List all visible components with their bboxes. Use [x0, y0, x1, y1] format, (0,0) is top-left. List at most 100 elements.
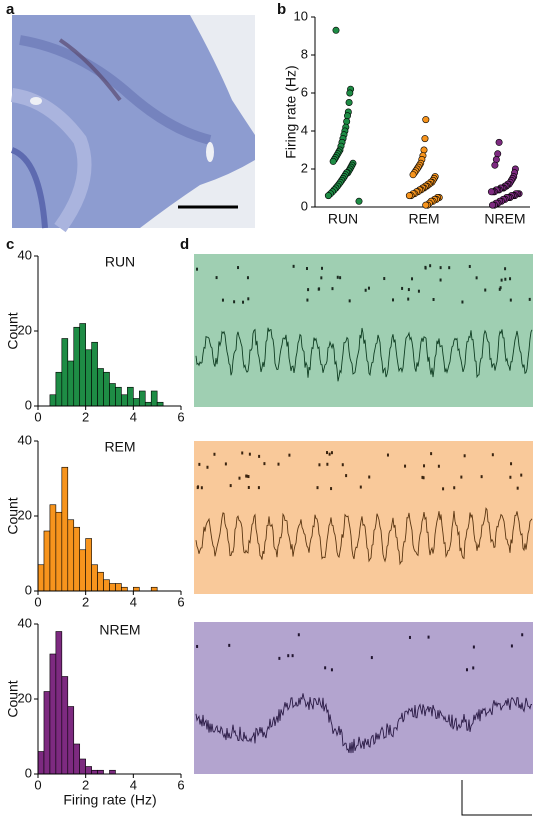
x-tick-label: 4 [130, 777, 137, 792]
spike [392, 298, 395, 302]
spike [411, 277, 414, 281]
spike [238, 476, 241, 480]
bar [73, 743, 81, 775]
spike [484, 288, 487, 292]
spike [528, 297, 531, 301]
bar [37, 751, 45, 775]
histology-image [10, 15, 255, 233]
spike [368, 475, 371, 479]
y-axis-label: Count [5, 312, 21, 349]
bar [97, 571, 104, 592]
x-tick-label: 0 [34, 409, 41, 424]
spike [429, 264, 432, 268]
spike [206, 465, 209, 469]
point [332, 26, 340, 34]
spike [448, 266, 451, 270]
spike [504, 267, 507, 271]
x-tick-label: 0 [34, 594, 41, 609]
bar [121, 394, 128, 407]
y-axis-label: Count [5, 680, 21, 717]
point [329, 157, 337, 165]
spike [510, 644, 513, 648]
spike [316, 486, 319, 490]
bar [67, 519, 75, 592]
bar [61, 466, 69, 592]
spike [407, 288, 410, 292]
spike [427, 635, 430, 639]
point [489, 201, 497, 209]
spike [248, 452, 251, 456]
spike [305, 267, 308, 271]
point [343, 112, 351, 120]
x-tick-label: 6 [177, 409, 184, 424]
point [355, 197, 363, 205]
spike [386, 453, 389, 457]
spike [196, 486, 199, 490]
spike [417, 289, 420, 293]
spike [472, 645, 475, 649]
y-tick-label: 0 [301, 198, 308, 213]
spike [439, 266, 442, 270]
spike [404, 464, 407, 468]
lfp-trace [195, 507, 533, 566]
x-tick-label: 0 [34, 777, 41, 792]
spike [341, 463, 344, 467]
panel-label: a [6, 1, 15, 18]
spike [510, 462, 513, 466]
chart-title: RUN [105, 254, 135, 270]
spike [213, 452, 216, 456]
bar [97, 769, 104, 775]
y-tick-label: 0 [25, 765, 32, 780]
spike [472, 666, 475, 670]
bar [97, 368, 104, 407]
point [409, 171, 417, 179]
bar [133, 586, 140, 592]
bar [115, 583, 122, 592]
spike [247, 297, 250, 301]
panel-label: d [180, 236, 189, 253]
bar [67, 706, 75, 775]
spike [345, 474, 348, 478]
spike [326, 451, 329, 455]
bar [109, 383, 116, 407]
spike [423, 464, 426, 468]
spike [326, 462, 329, 466]
bar [121, 586, 128, 592]
bar [79, 549, 86, 592]
point [491, 161, 499, 169]
bar [43, 530, 51, 592]
spike [465, 668, 468, 672]
spike [245, 474, 248, 478]
bar [144, 401, 152, 407]
bar [73, 326, 81, 407]
point [421, 135, 429, 143]
spike [306, 298, 309, 302]
spike [509, 475, 512, 479]
spike [442, 487, 445, 491]
bar [127, 386, 134, 407]
lfp-trace [195, 327, 533, 382]
bar [79, 758, 86, 775]
spike [291, 654, 294, 658]
spike [521, 633, 524, 637]
spike [228, 643, 231, 647]
bar [156, 401, 164, 407]
bar [109, 769, 116, 775]
spike [370, 656, 373, 660]
chart-title: REM [104, 439, 135, 455]
trace-panel [194, 441, 533, 594]
spike [196, 267, 199, 271]
y-tick-label: 4 [301, 122, 308, 137]
spike [463, 454, 466, 458]
spike [318, 463, 321, 467]
spike [247, 475, 250, 479]
spike [437, 464, 440, 468]
spike [461, 300, 464, 304]
spike [520, 473, 523, 477]
bar [91, 564, 98, 592]
spike [297, 633, 300, 637]
spike [453, 486, 456, 490]
panel-label: c [6, 236, 14, 253]
spike [317, 287, 320, 291]
point [422, 201, 430, 209]
